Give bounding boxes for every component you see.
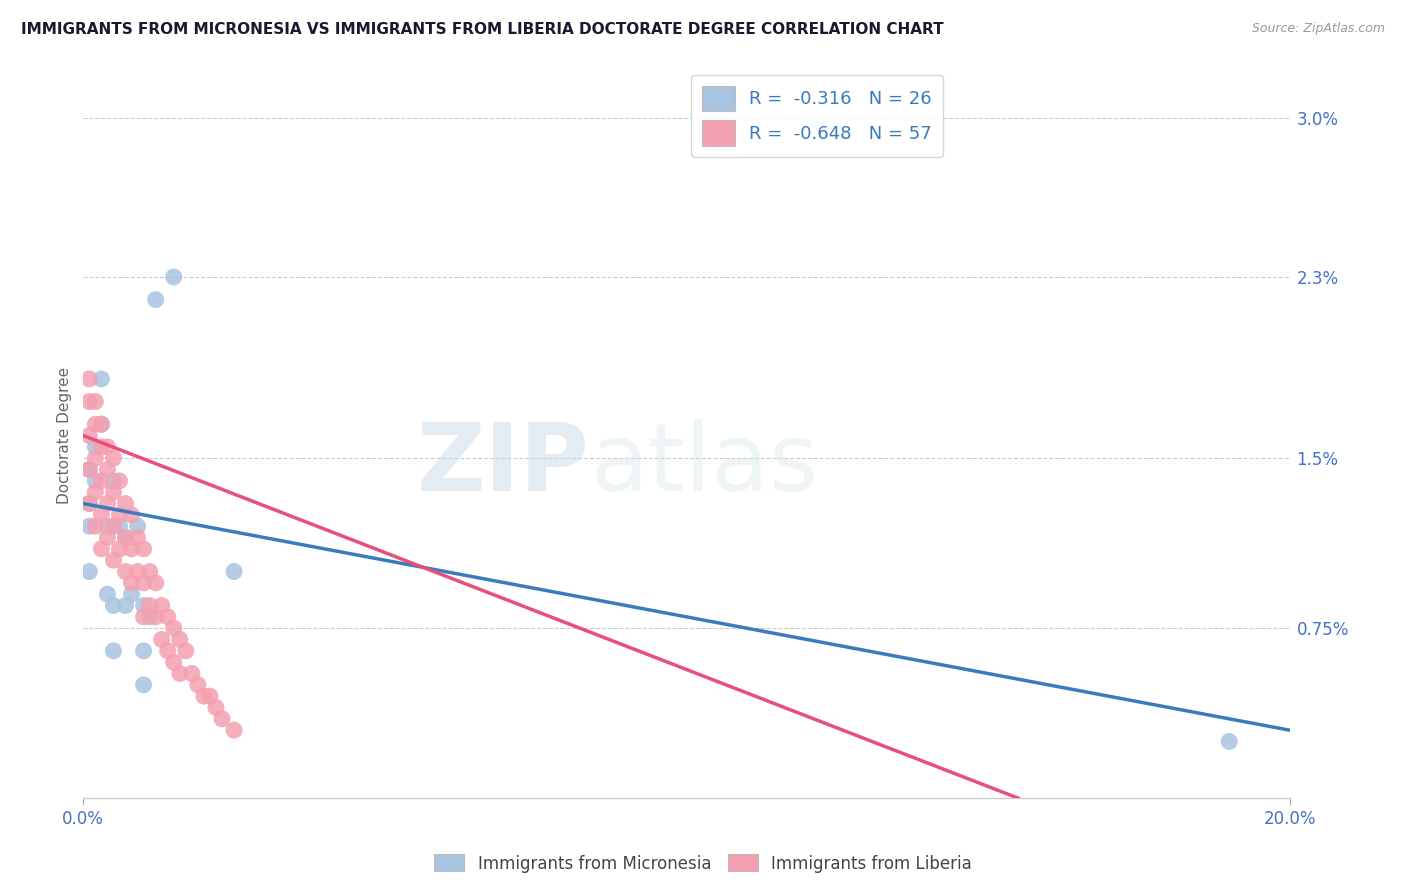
Point [84,485,107,500]
Point [96,440,118,454]
Y-axis label: Doctorate Degree: Doctorate Degree [58,367,72,504]
Point [145,293,167,307]
Point [114,531,136,545]
Point [150,632,173,647]
Point [169,666,191,681]
Point [132,541,155,556]
Point [103,644,125,658]
Point [84,451,107,466]
Point [84,519,107,533]
Point [156,610,179,624]
Text: ZIP: ZIP [418,418,591,510]
Point [90,541,112,556]
Point [90,474,112,488]
Point [121,541,143,556]
Point [79,394,101,409]
Point [1218,734,1240,748]
Point [84,440,107,454]
Point [132,678,155,692]
Point [121,508,143,522]
Point [103,519,125,533]
Point [193,689,215,703]
Point [96,587,118,601]
Point [108,508,131,522]
Point [103,474,125,488]
Point [121,587,143,601]
Point [79,519,101,533]
Point [163,655,186,669]
Point [205,700,228,714]
Point [90,440,112,454]
Point [198,689,221,703]
Point [84,474,107,488]
Point [79,462,101,476]
Point [174,644,197,658]
Point [79,428,101,442]
Point [79,497,101,511]
Point [138,599,160,613]
Point [169,632,191,647]
Point [127,531,149,545]
Point [114,531,136,545]
Point [127,565,149,579]
Legend: R =  -0.316   N = 26, R =  -0.648   N = 57: R = -0.316 N = 26, R = -0.648 N = 57 [692,75,943,157]
Point [114,599,136,613]
Point [103,451,125,466]
Point [103,485,125,500]
Point [90,372,112,386]
Text: IMMIGRANTS FROM MICRONESIA VS IMMIGRANTS FROM LIBERIA DOCTORATE DEGREE CORRELATI: IMMIGRANTS FROM MICRONESIA VS IMMIGRANTS… [21,22,943,37]
Point [103,599,125,613]
Point [103,553,125,567]
Point [132,599,155,613]
Point [187,678,209,692]
Point [79,565,101,579]
Point [90,508,112,522]
Point [90,417,112,432]
Point [84,394,107,409]
Point [96,531,118,545]
Point [108,474,131,488]
Point [132,644,155,658]
Text: Source: ZipAtlas.com: Source: ZipAtlas.com [1251,22,1385,36]
Point [96,519,118,533]
Point [108,519,131,533]
Point [96,462,118,476]
Point [138,565,160,579]
Point [163,621,186,635]
Point [121,575,143,590]
Text: atlas: atlas [591,418,818,510]
Point [222,565,245,579]
Point [132,610,155,624]
Point [211,712,233,726]
Point [180,666,202,681]
Point [222,723,245,738]
Point [132,575,155,590]
Point [145,575,167,590]
Point [127,519,149,533]
Point [145,610,167,624]
Point [79,497,101,511]
Point [156,644,179,658]
Point [84,417,107,432]
Point [90,417,112,432]
Point [163,269,186,284]
Point [108,541,131,556]
Point [114,565,136,579]
Point [114,497,136,511]
Legend: Immigrants from Micronesia, Immigrants from Liberia: Immigrants from Micronesia, Immigrants f… [427,847,979,880]
Point [96,497,118,511]
Point [150,599,173,613]
Point [79,462,101,476]
Point [79,372,101,386]
Point [138,610,160,624]
